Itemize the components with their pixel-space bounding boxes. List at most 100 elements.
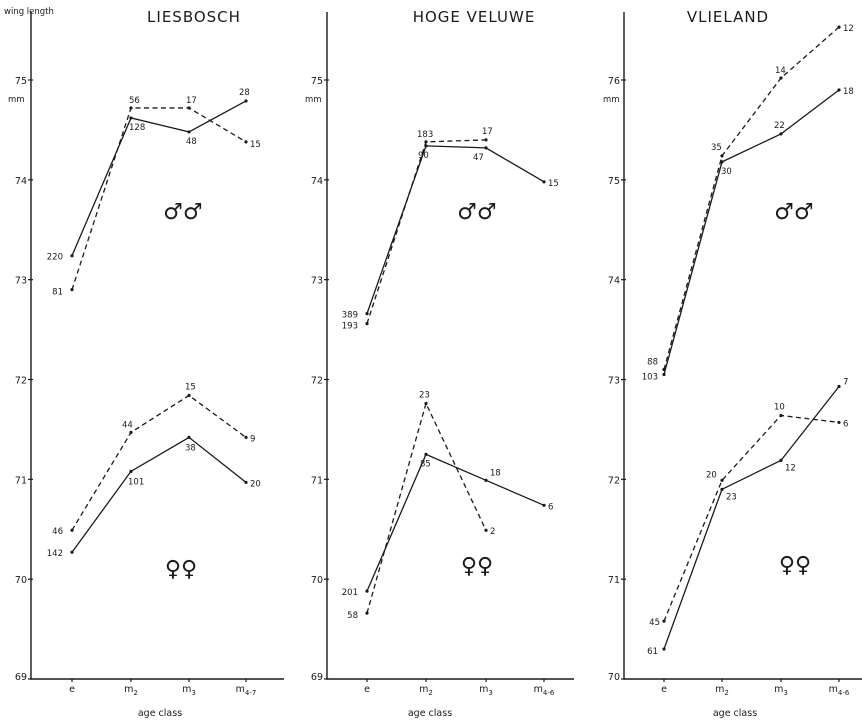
- data-point: [129, 469, 133, 473]
- data-point: [484, 478, 488, 482]
- data-point: [720, 160, 724, 164]
- data-point: [244, 480, 248, 484]
- data-label: 88: [647, 358, 658, 368]
- data-label: 15: [250, 140, 261, 150]
- y-tick-label: 74: [608, 276, 620, 287]
- data-point: [70, 288, 74, 292]
- y-tick-label: 73: [311, 276, 323, 287]
- data-label: 85: [420, 459, 431, 469]
- females-solid-line: [663, 386, 840, 650]
- data-label: 15: [185, 382, 196, 392]
- data-label: 220: [47, 253, 63, 263]
- data-label: 389: [342, 311, 358, 321]
- data-point: [244, 435, 248, 440]
- data-point: [662, 372, 666, 377]
- y-tick-label: 69: [15, 672, 27, 683]
- x-tick-label: e: [364, 684, 370, 695]
- males-solid-line: [366, 145, 545, 314]
- y-unit: mm: [8, 95, 25, 105]
- data-point: [187, 106, 191, 110]
- females-dashed-line: [366, 401, 487, 614]
- data-point: [244, 99, 248, 103]
- data-label: 142: [47, 549, 63, 559]
- data-label: 9: [250, 434, 255, 444]
- data-point: [424, 140, 428, 144]
- data-point: [837, 88, 841, 92]
- male-symbol: ♂♂: [457, 200, 496, 225]
- data-label: 22: [774, 121, 785, 131]
- data-label: 193: [342, 322, 358, 332]
- data-label: 17: [482, 127, 493, 137]
- panel-axes: [30, 12, 284, 680]
- data-label: 46: [52, 527, 63, 537]
- data-label: 47: [473, 153, 484, 163]
- data-label: 12: [843, 24, 854, 34]
- data-point: [837, 384, 841, 389]
- data-label: 128: [129, 123, 145, 133]
- data-point: [542, 180, 546, 184]
- male-symbol: ♂♂: [774, 200, 813, 225]
- data-point: [70, 550, 74, 554]
- data-point: [129, 106, 133, 110]
- y-tick-label: 73: [608, 376, 620, 387]
- data-label: 201: [342, 588, 358, 598]
- data-label: 20: [250, 479, 261, 489]
- data-label: 6: [843, 419, 848, 429]
- males-solid-line: [71, 100, 247, 256]
- females-dashed-line: [71, 394, 247, 531]
- data-point: [720, 154, 724, 158]
- y-tick-label: 72: [15, 376, 27, 387]
- data-point: [365, 589, 369, 593]
- data-point: [187, 393, 191, 398]
- series-group: 193 183 17 389 90 47 15 58 23 2 201 85 18 6: [342, 127, 559, 621]
- y-tick-label: 71: [311, 475, 323, 486]
- data-label: 103: [642, 373, 658, 383]
- y-tick-label: 72: [311, 376, 323, 387]
- data-label: 38: [185, 443, 196, 453]
- data-label: 18: [843, 87, 854, 97]
- data-label: 15: [548, 179, 559, 189]
- y-ticks: 69 70 71 72 73 74 75: [15, 76, 33, 683]
- males-dashed-line: [663, 26, 840, 370]
- y-tick-label: 69: [311, 672, 323, 683]
- x-tick-label: m4-6: [829, 684, 850, 697]
- data-point: [70, 528, 74, 532]
- data-label: 18: [490, 468, 501, 478]
- y-tick-label: 74: [15, 176, 27, 187]
- y-ticks: 69 70 71 72 73 74 75: [311, 76, 329, 683]
- y-tick-label: 75: [311, 76, 323, 87]
- x-tick-label: m3: [182, 684, 196, 697]
- data-point: [662, 647, 666, 651]
- x-tick-label: m3: [774, 684, 788, 697]
- data-label: 2: [490, 527, 495, 537]
- data-point: [70, 254, 74, 258]
- x-tick-label: m4-7: [236, 684, 257, 697]
- data-point: [484, 146, 488, 150]
- data-label: 17: [186, 96, 197, 106]
- y-tick-label: 75: [15, 76, 27, 87]
- y-tick-label: 71: [15, 475, 27, 486]
- data-label: 23: [726, 492, 737, 502]
- panel-liesbosch: LIESBOSCH 69 70 71 72 73 74 75 mm e m2 m3 m4-7 81…: [8, 8, 284, 719]
- data-point: [424, 401, 428, 406]
- x-axis-title: age class: [408, 708, 452, 719]
- x-tick-label: m2: [124, 684, 138, 697]
- y-tick-label: 75: [608, 176, 620, 187]
- x-tick-label: m3: [479, 684, 493, 697]
- data-point: [129, 430, 133, 435]
- male-symbol: ♂♂: [163, 200, 202, 225]
- data-point: [484, 138, 488, 142]
- males-solid-line: [663, 89, 840, 375]
- female-symbol: ♀♀: [461, 554, 493, 579]
- x-ticks: e m2 m3 m4-6: [661, 679, 850, 697]
- data-point: [129, 116, 133, 120]
- y-axis-title: wing length: [4, 7, 54, 17]
- data-point: [779, 132, 783, 136]
- y-ticks: 70 71 72 73 74 75 76: [608, 76, 626, 683]
- y-tick-label: 74: [311, 176, 323, 187]
- series-group: 81 56 17 15 220 128 48 28 46 44 15 9 142 101 38 20: [47, 88, 261, 559]
- data-label: 45: [649, 618, 660, 628]
- data-label: 56: [129, 96, 140, 106]
- data-label: 90: [418, 151, 429, 161]
